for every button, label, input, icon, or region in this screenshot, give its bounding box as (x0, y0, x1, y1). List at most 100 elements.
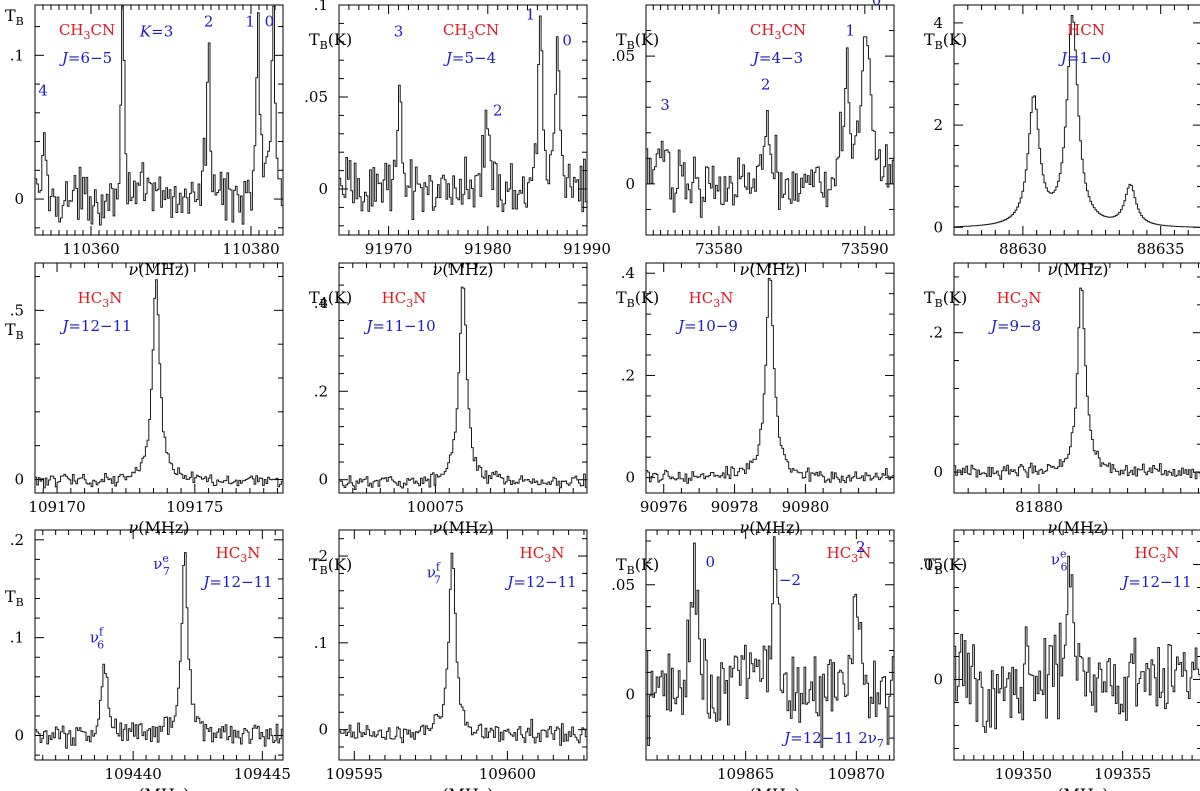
transition-label: J=5−4 (443, 49, 496, 67)
component-label: 0 (562, 31, 572, 49)
x-tick-label: 109175 (166, 498, 223, 516)
transition-label: J=10−9 (675, 317, 738, 335)
y-axis-label: TB(K) (309, 30, 352, 52)
x-axis-label: ν(MHz) (1048, 260, 1109, 279)
x-tick-label: 109865 (717, 765, 774, 783)
y-tick-label: 0 (14, 470, 24, 488)
component-label: 4 (38, 82, 48, 100)
component-label: 2 (856, 538, 866, 556)
y-axis-label: TB(K) (616, 288, 659, 310)
plot-frame (34, 262, 284, 494)
y-axis-label: TB(K) (924, 288, 967, 310)
y-axis-label: TB (5, 6, 24, 28)
component-label: K=3 (139, 23, 173, 41)
transition-label: J=12−11 (200, 573, 272, 591)
x-tick-label: 109170 (28, 498, 85, 516)
molecule-label: HC3N (827, 544, 872, 565)
spectrum-panel-p10: 109595 109600 0 .1 .2 HC3N J=12−11 νf7 TB(K) ν(MH… (309, 529, 588, 791)
y-tick-label: 0 (625, 469, 635, 487)
transition-label: J=12−11 (59, 317, 131, 335)
component-label: 1 (245, 13, 255, 31)
spectrum-panel-p12: 109350 109355 0 .05 HC3N J=12−11 νe6 TB(K) ν(MHz… (919, 529, 1200, 791)
spectrum-trace (35, 5, 283, 226)
component-label: 3 (660, 96, 670, 114)
component-label: νf 6 (90, 626, 104, 652)
x-tick-label: 88635 (1137, 240, 1185, 258)
y-tick-label: 0 (318, 471, 328, 489)
y-tick-label: 0 (933, 218, 943, 236)
x-tick-label: 109595 (326, 765, 383, 783)
y-tick-label: .1 (314, 0, 328, 14)
y-tick-label: .1 (10, 46, 24, 64)
x-axis-label: ν(MHz) (129, 518, 190, 537)
x-axis-label: ν(MHz) (433, 785, 494, 791)
component-label: 2 (493, 101, 503, 119)
x-tick-label: 100075 (407, 498, 464, 516)
spectrum-trace (339, 286, 587, 490)
component-label: νe 6 (1051, 548, 1068, 574)
component-label: 1 (845, 22, 855, 40)
x-tick-label: 73580 (695, 240, 743, 258)
x-axis-label: ν(MHz) (129, 785, 190, 791)
spectrum-trace (35, 552, 283, 749)
spectrum-trace (339, 552, 587, 746)
transition-label: J=9−8 (988, 317, 1041, 335)
spectrum-trace (35, 279, 283, 489)
x-tick-label: 81880 (1015, 498, 1063, 516)
spectrum-trace (954, 555, 1200, 733)
x-tick-label: 90976 (640, 498, 688, 516)
y-tick-label: .05 (919, 556, 943, 574)
molecule-label: CH3CN (443, 21, 499, 42)
transition-label: J=4−3 (750, 49, 803, 67)
y-axis-label: TB(K) (924, 555, 967, 577)
transition-label: J=11−10 (363, 317, 435, 335)
x-tick-label: 110360 (62, 240, 119, 258)
plot-frame (953, 262, 1200, 494)
y-tick-label: .2 (10, 531, 24, 549)
plot-frame (645, 262, 895, 494)
molecule-label: HC3N (216, 544, 261, 565)
transition-label: J=6−5 (59, 49, 112, 67)
y-axis-label: TB (5, 587, 24, 609)
y-axis-label: TB(K) (616, 30, 659, 52)
x-tick-label: 91970 (365, 240, 413, 258)
molecule-label: HC3N (997, 289, 1042, 310)
spectrum-trace (646, 36, 894, 218)
x-axis-label: ν(MHz) (740, 518, 801, 537)
transition-label: J=12−11 (504, 573, 576, 591)
plot-frame (338, 529, 588, 761)
x-axis-label: ν(MHz) (129, 260, 190, 279)
x-tick-label: 109870 (828, 765, 885, 783)
spectrum-panel-p9: 109440 109445 0 .1 .2 HC3N J=12−11 νf6 νe7 TB ν(MH… (5, 529, 291, 791)
y-tick-label: .05 (611, 47, 635, 65)
transition-label: J=12−11 (1119, 573, 1191, 591)
y-tick-label: .1 (10, 629, 24, 647)
y-tick-label: 0 (318, 180, 328, 198)
y-tick-label: 0 (625, 685, 635, 703)
x-tick-label: 109445 (234, 765, 291, 783)
component-label: 2 (761, 75, 771, 93)
spectrum-trace (954, 15, 1200, 228)
x-tick-label: 109350 (995, 765, 1052, 783)
spectrum-panel-p5: 109170 109175 0 .5 HC3N J=12−11 TB ν(MHz) (5, 262, 284, 537)
y-tick-label: .2 (314, 382, 328, 400)
molecule-label: CH3CN (750, 21, 806, 42)
transition-label: J=1−0 (1058, 49, 1111, 67)
molecule-label: CH3CN (59, 21, 115, 42)
molecule-label: HCN (1067, 21, 1105, 39)
y-axis-label: TB(K) (309, 555, 352, 577)
transition-label: J=12−11 2ν7 (781, 729, 884, 750)
component-label: 0 (705, 553, 715, 571)
x-axis-label: ν(MHz) (433, 260, 494, 279)
y-tick-label: .4 (314, 294, 328, 312)
y-tick-label: .1 (314, 634, 328, 652)
y-tick-label: .05 (611, 576, 635, 594)
molecule-label: HC3N (382, 289, 427, 310)
x-tick-label: 90980 (782, 498, 830, 516)
spectrum-panel-p11: 109865 109870 0 .05 HC3N J=12−11 2ν7 0 −2 2 TB(K)… (611, 529, 895, 791)
spectrum-trace (646, 277, 894, 484)
x-axis-label: ν(MHz) (740, 785, 801, 791)
y-tick-label: 0 (318, 721, 328, 739)
y-tick-label: 4 (933, 14, 943, 32)
